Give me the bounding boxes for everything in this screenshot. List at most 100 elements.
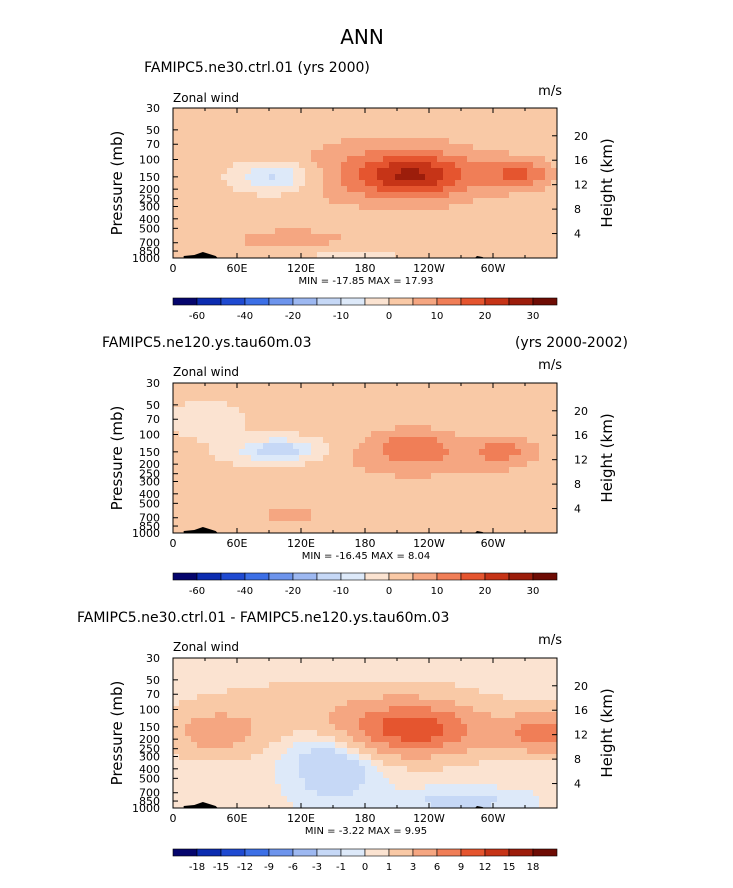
field-cell (269, 437, 276, 444)
field-cell (245, 395, 252, 402)
field-cell (257, 425, 264, 432)
field-cell (533, 694, 540, 701)
field-cell (299, 383, 306, 390)
field-cell (509, 449, 516, 456)
field-cell (179, 108, 186, 115)
field-cell (527, 754, 534, 761)
field-cell (251, 802, 258, 809)
colorbar-label: -10 (333, 586, 349, 597)
field-cell (335, 676, 342, 683)
field-cell (503, 706, 510, 713)
field-cell (341, 126, 348, 133)
field-cell (329, 419, 336, 426)
field-cell (305, 742, 312, 749)
field-cell (275, 676, 282, 683)
field-cell (497, 162, 504, 169)
field-cell (305, 252, 312, 259)
field-cell (287, 443, 294, 450)
height-tick-label: 4 (574, 228, 581, 241)
field-cell (203, 724, 210, 731)
field-cell (401, 772, 408, 779)
field-cell (377, 724, 384, 731)
field-cell (311, 461, 318, 468)
field-cell (377, 216, 384, 223)
field-cell (275, 790, 282, 797)
field-cell (503, 395, 510, 402)
field-cell (227, 180, 234, 187)
field-cell (275, 132, 282, 139)
field-cell (485, 437, 492, 444)
height-tick-label: 4 (574, 503, 581, 516)
field-cell (257, 658, 264, 665)
field-cell (185, 509, 192, 516)
field-cell (395, 186, 402, 193)
field-cell (419, 730, 426, 737)
field-cell (275, 168, 282, 175)
field-cell (461, 479, 468, 486)
field-cell (335, 383, 342, 390)
field-cell (203, 730, 210, 737)
field-cell (347, 742, 354, 749)
field-cell (509, 455, 516, 462)
field-cell (263, 222, 270, 229)
field-cell (347, 120, 354, 127)
field-cell (293, 156, 300, 163)
field-cell (311, 664, 318, 671)
field-cell (431, 497, 438, 504)
field-cell (179, 126, 186, 133)
field-cell (365, 772, 372, 779)
field-cell (269, 712, 276, 719)
field-cell (329, 120, 336, 127)
field-cell (257, 712, 264, 719)
field-cell (473, 395, 480, 402)
field-cell (293, 389, 300, 396)
field-cell (461, 228, 468, 235)
field-cell (473, 742, 480, 749)
field-cell (233, 658, 240, 665)
field-cell (365, 479, 372, 486)
field-cell (329, 503, 336, 510)
field-cell (329, 682, 336, 689)
field-cell (503, 168, 510, 175)
field-cell (191, 114, 198, 121)
field-cell (521, 748, 528, 755)
field-cell (317, 730, 324, 737)
field-cell (263, 210, 270, 217)
field-cell (215, 198, 222, 205)
field-cell (365, 156, 372, 163)
field-cell (239, 688, 246, 695)
field-cell (293, 228, 300, 235)
field-cell (293, 395, 300, 402)
field-cell (197, 485, 204, 492)
field-cell (437, 443, 444, 450)
field-cell (383, 389, 390, 396)
field-cell (425, 425, 432, 432)
field-cell (179, 670, 186, 677)
field-cell (251, 473, 258, 480)
field-cell (197, 658, 204, 665)
field-cell (389, 748, 396, 755)
field-cell (371, 246, 378, 253)
field-cell (329, 742, 336, 749)
field-cell (443, 383, 450, 390)
field-cell (257, 796, 264, 803)
field-cell (413, 485, 420, 492)
field-cell (239, 664, 246, 671)
field-cell (227, 700, 234, 707)
field-cell (371, 676, 378, 683)
field-cell (539, 694, 546, 701)
field-cell (509, 180, 516, 187)
field-cell (377, 204, 384, 211)
field-cell (419, 700, 426, 707)
field-cell (347, 491, 354, 498)
field-cell (407, 491, 414, 498)
field-cell (407, 413, 414, 420)
field-cell (509, 790, 516, 797)
field-cell (257, 455, 264, 462)
field-cell (221, 395, 228, 402)
field-cell (197, 246, 204, 253)
field-cell (323, 413, 330, 420)
field-cell (395, 120, 402, 127)
field-cell (401, 425, 408, 432)
field-cell (431, 485, 438, 492)
